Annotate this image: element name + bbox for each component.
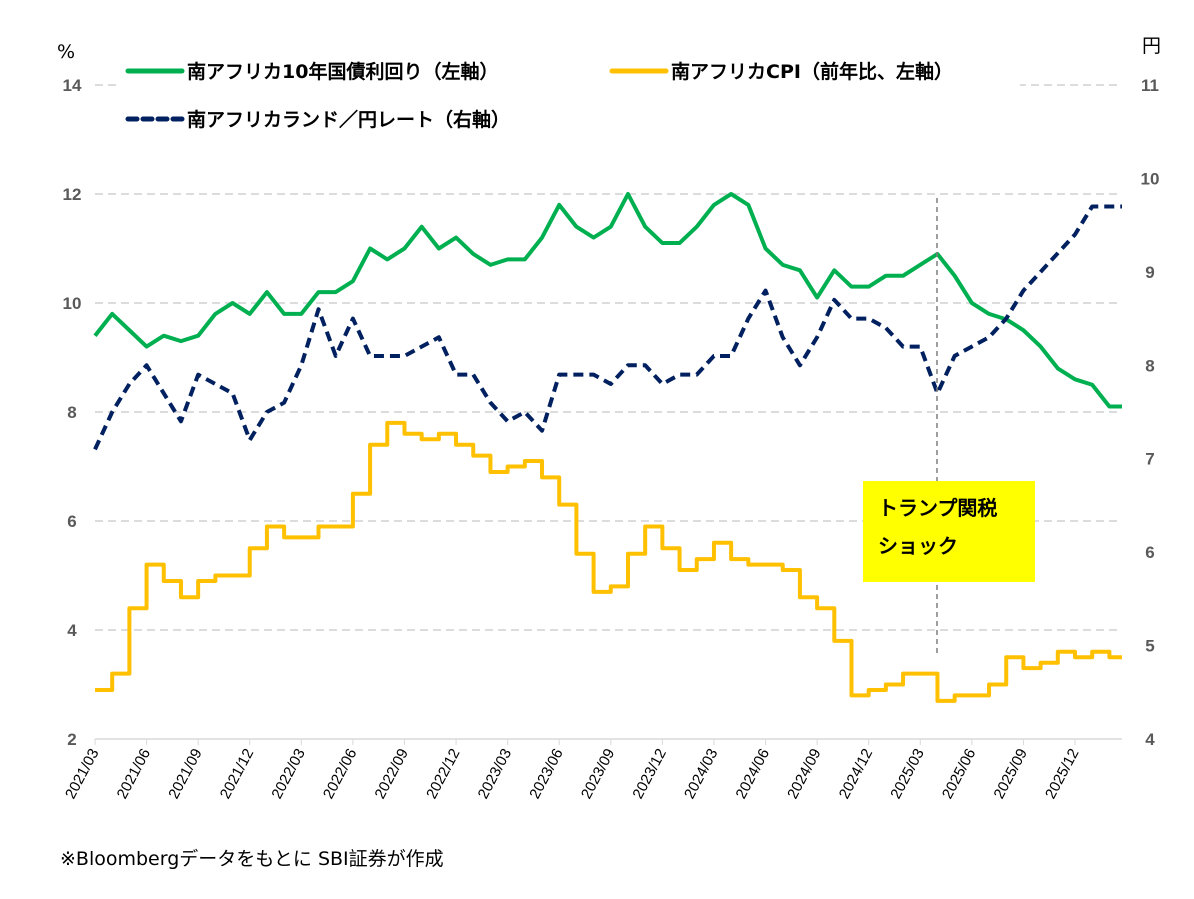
legend-label-cpi: 南アフリカCPI（前年比、左軸） <box>671 60 953 83</box>
x-tick-label: 2024/06 <box>733 746 773 802</box>
bond-yield-line <box>93 192 1122 409</box>
cpi-line <box>95 420 1122 703</box>
annotation-box <box>863 481 1035 582</box>
right-tick-label: 6 <box>1145 543 1154 562</box>
left-tick-label: 4 <box>67 621 77 640</box>
annotation-line-2: ショック <box>878 534 958 558</box>
x-tick-label: 2025/09 <box>990 746 1030 802</box>
legend-label-bond: 南アフリカ10年国債利回り（左軸） <box>187 60 498 83</box>
x-axis-ticks: 2021/03 2021/06 2021/09 2021/12 2022/03 2022/… <box>62 739 1083 802</box>
left-tick-label: 12 <box>63 185 82 204</box>
x-tick-label: 2024/09 <box>784 746 824 802</box>
annotation-line-1: トランプ関税 <box>878 496 997 520</box>
x-tick-label: 2023/12 <box>629 746 669 802</box>
left-tick-label: 8 <box>67 403 76 422</box>
x-tick-label: 2021/12 <box>217 746 257 802</box>
legend-label-zarjpy: 南アフリカランド／円レート（右軸） <box>187 108 510 131</box>
x-tick-label: 2021/09 <box>165 746 205 802</box>
left-tick-label: 10 <box>63 294 82 313</box>
right-tick-label: 9 <box>1145 263 1154 282</box>
x-tick-label: 2021/06 <box>114 746 154 802</box>
legend: 南アフリカ10年国債利回り（左軸） 南アフリカCPI（前年比、左軸） 南アフリカ… <box>120 52 1020 138</box>
x-tick-label: 2022/12 <box>423 746 463 802</box>
x-tick-label: 2023/06 <box>526 746 566 802</box>
left-tick-label: 6 <box>67 512 76 531</box>
x-tick-label: 2022/03 <box>268 746 308 802</box>
left-tick-label: 2 <box>67 730 76 749</box>
right-tick-label: 10 <box>1141 169 1160 188</box>
right-tick-label: 5 <box>1145 637 1154 656</box>
x-tick-label: 2025/06 <box>939 746 979 802</box>
right-tick-label: 8 <box>1145 356 1154 375</box>
left-axis-ticks: 2 4 6 8 10 12 14 <box>63 76 82 749</box>
x-tick-label: 2025/03 <box>887 746 927 802</box>
right-tick-label: 11 <box>1141 76 1159 95</box>
x-tick-label: 2025/12 <box>1042 746 1082 802</box>
right-axis-ticks: 4 5 6 7 8 9 10 11 <box>1141 76 1160 749</box>
right-axis-unit: 円 <box>1142 35 1161 57</box>
series-group <box>93 192 1122 703</box>
x-tick-label: 2024/12 <box>836 746 876 802</box>
x-tick-label: 2023/09 <box>578 746 618 802</box>
right-tick-label: 4 <box>1145 730 1155 749</box>
x-tick-label: 2023/03 <box>475 746 515 802</box>
x-tick-label: 2021/03 <box>62 746 102 802</box>
left-axis-unit: % <box>57 41 75 63</box>
source-note: ※Bloombergデータをもとに SBI証券が作成 <box>60 848 444 870</box>
right-tick-label: 7 <box>1145 450 1154 469</box>
x-tick-label: 2022/09 <box>372 746 412 802</box>
x-tick-label: 2024/03 <box>681 746 721 802</box>
legend-bg <box>120 52 1020 138</box>
left-tick-label: 14 <box>63 76 82 95</box>
x-tick-label: 2022/06 <box>320 746 360 802</box>
zarjpy-line <box>93 204 1122 451</box>
